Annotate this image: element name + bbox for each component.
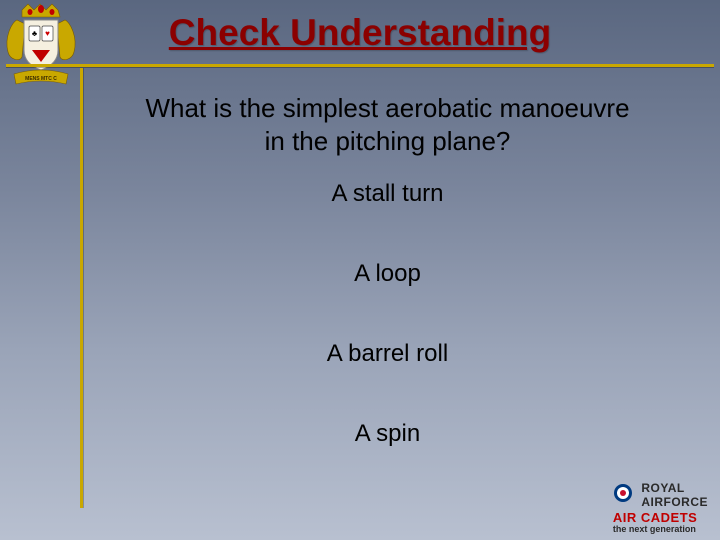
question-line-1: What is the simplest aerobatic manoeuvre bbox=[145, 93, 629, 123]
answer-option[interactable]: A barrel roll bbox=[327, 340, 448, 368]
royal-label: ROYAL bbox=[641, 481, 708, 495]
answer-option[interactable]: A loop bbox=[354, 260, 421, 288]
vertical-rule bbox=[80, 68, 83, 508]
horizontal-rule bbox=[6, 64, 714, 67]
question-text: What is the simplest aerobatic manoeuvre… bbox=[95, 92, 680, 157]
answer-option[interactable]: A spin bbox=[355, 420, 420, 448]
raf-wordmark: ROYAL AIRFORCE bbox=[641, 481, 708, 509]
airforce-label: AIRFORCE bbox=[641, 495, 708, 509]
question-line-2: in the pitching plane? bbox=[265, 126, 511, 156]
footer-branding: ROYAL AIRFORCE AIR CADETS the next gener… bbox=[613, 481, 708, 534]
svg-text:MENS MTC C: MENS MTC C bbox=[25, 76, 57, 82]
slide-title: Check Understanding bbox=[0, 12, 720, 54]
air-cadets-label: AIR CADETS bbox=[613, 510, 708, 525]
raf-roundel-icon bbox=[613, 483, 633, 508]
tagline-label: the next generation bbox=[613, 524, 708, 534]
answer-option[interactable]: A stall turn bbox=[331, 180, 443, 208]
answer-list: A stall turn A loop A barrel roll A spin bbox=[95, 180, 680, 448]
slide: ♣ ♥ MENS MTC C Check Understanding What … bbox=[0, 0, 720, 540]
